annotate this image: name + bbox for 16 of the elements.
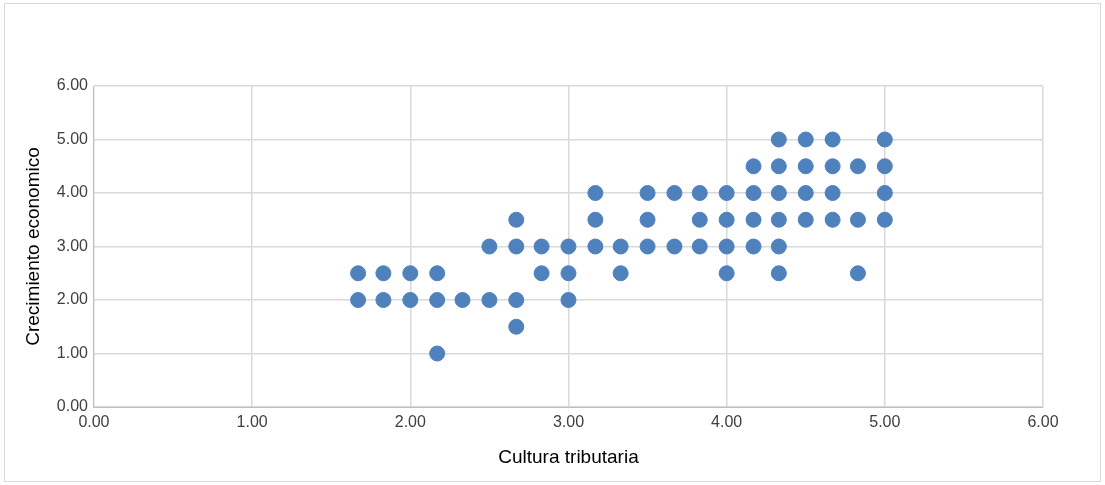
x-tick-label: 3.00: [552, 413, 585, 431]
y-tick-label: 2.00: [56, 290, 89, 308]
x-tick-label: 2.00: [394, 413, 426, 431]
x-axis-title: Cultura tributaria: [498, 445, 640, 467]
x-tick-label: 6.00: [1027, 413, 1059, 431]
x-tick-label: 5.00: [869, 413, 901, 431]
y-tick-label: 5.00: [56, 129, 89, 147]
y-axis-title: Crecimiento economico: [21, 147, 43, 346]
y-tick-label: 3.00: [56, 236, 89, 254]
x-tick-label: 1.00: [236, 413, 268, 431]
y-tick-label: 1.00: [56, 343, 89, 361]
x-tick-label: 4.00: [711, 413, 743, 431]
y-tick-label: 4.00: [56, 183, 89, 201]
y-tick-label: 6.00: [56, 76, 89, 94]
x-tick-label: 0.00: [78, 413, 110, 431]
y-tick-label: 0.00: [56, 397, 89, 415]
